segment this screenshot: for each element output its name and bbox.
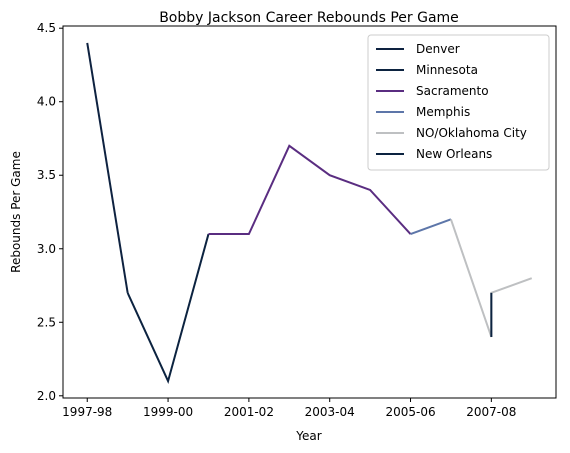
legend-box bbox=[367, 34, 550, 171]
x-axis: 1997-98 1999-00 2001-02 2003-04 2005-06 2007-… bbox=[62, 398, 516, 419]
y-tick-label: 3.0 bbox=[37, 242, 56, 256]
legend-label: New Orleans bbox=[416, 147, 492, 161]
x-tick-label: 2005-06 bbox=[385, 405, 435, 419]
series-layer bbox=[86, 42, 533, 385]
series-line-minnesota bbox=[126, 233, 210, 385]
legend-label: Sacramento bbox=[416, 84, 489, 98]
legend-label: Minnesota bbox=[416, 63, 478, 77]
x-axis-label: Year bbox=[295, 429, 321, 443]
y-tick-label: 2.0 bbox=[37, 389, 56, 403]
x-tick-label: 1997-98 bbox=[62, 405, 112, 419]
x-tick-label: 2001-02 bbox=[224, 405, 274, 419]
series-line-memphis bbox=[410, 218, 452, 235]
y-tick-label: 4.0 bbox=[37, 95, 56, 109]
series-line-sacramento bbox=[208, 144, 412, 236]
y-tick-label: 2.5 bbox=[37, 315, 56, 329]
y-tick-label: 3.5 bbox=[37, 168, 56, 182]
y-tick-label: 4.5 bbox=[37, 21, 56, 35]
legend-label: Denver bbox=[416, 42, 460, 56]
x-tick-label: 2003-04 bbox=[305, 405, 355, 419]
chart-title: Bobby Jackson Career Rebounds Per Game bbox=[159, 10, 459, 26]
y-axis-label: Rebounds Per Game bbox=[9, 151, 23, 273]
legend-label: NO/Oklahoma City bbox=[416, 126, 527, 140]
plot-area bbox=[62, 25, 557, 399]
y-axis: 2.0 2.5 3.0 3.5 4.0 4.5 bbox=[37, 21, 63, 403]
x-tick-label: 1999-00 bbox=[143, 405, 193, 419]
series-line-denver bbox=[86, 42, 129, 294]
legend-label: Memphis bbox=[416, 105, 470, 119]
x-tick-label: 2007-08 bbox=[466, 405, 516, 419]
legend: Denver Minnesota Sacramento Memphis NO/Oklah… bbox=[367, 34, 550, 171]
